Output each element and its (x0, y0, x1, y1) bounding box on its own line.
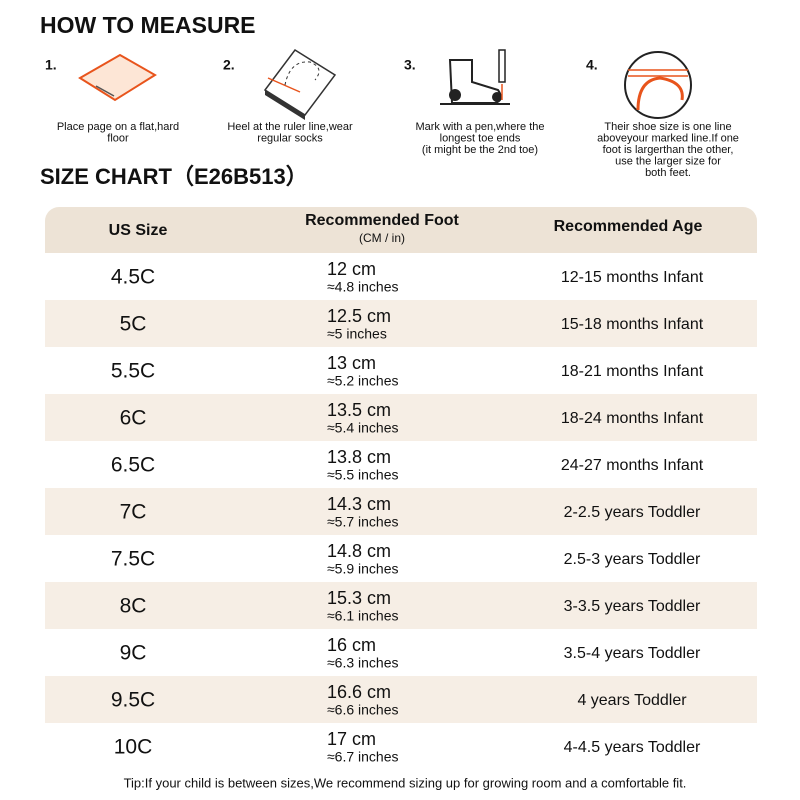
age: 24-27 months Infant (561, 457, 704, 474)
header-foot-unit: (CM / in) (359, 231, 405, 245)
us-size: 6.5C (111, 454, 155, 477)
age: 15-18 months Infant (561, 316, 704, 333)
age: 18-24 months Infant (561, 410, 704, 427)
step-number: 2. (223, 57, 235, 73)
foot-cm: 13.5 cm (327, 400, 391, 420)
step-caption: use the larger size for (615, 155, 721, 167)
foot-cm: 16 cm (327, 635, 376, 655)
us-size: 6C (120, 407, 147, 430)
foot-cm: 14.8 cm (327, 541, 391, 561)
row-bg (45, 253, 757, 300)
row-bg (45, 394, 757, 441)
step-caption: Their shoe size is one line (604, 121, 731, 133)
us-size: 8C (120, 595, 147, 618)
foot-inches: ≈6.6 inches (327, 702, 399, 718)
header-bg (45, 207, 757, 253)
foot-cm: 13.8 cm (327, 447, 391, 467)
tip: Tip:If your child is between sizes,We re… (124, 775, 687, 790)
us-size: 7C (120, 501, 147, 524)
us-size: 5.5C (111, 360, 155, 383)
age: 2-2.5 years Toddler (564, 504, 701, 521)
foot-cm: 16.6 cm (327, 682, 391, 702)
row-bg (45, 488, 757, 535)
row-bg (45, 723, 757, 770)
foot-inches: ≈4.8 inches (327, 279, 399, 295)
foot-cm: 17 cm (327, 729, 376, 749)
us-size: 9C (120, 642, 147, 665)
step-caption: longest toe ends (440, 132, 521, 144)
us-size: 7.5C (111, 548, 155, 571)
step-caption: Heel at the ruler line,wear (227, 121, 353, 133)
us-size: 10C (114, 736, 153, 759)
header-age: Recommended Age (554, 218, 703, 235)
row-bg (45, 629, 757, 676)
age: 2.5-3 years Toddler (564, 551, 701, 568)
measure-title: HOW TO MEASURE (40, 12, 256, 38)
step-caption: (it might be the 2nd toe) (422, 144, 538, 156)
icon-page (78, 53, 157, 102)
icon-sock-pen (440, 49, 510, 105)
row-bg (45, 300, 757, 347)
foot-cm: 12.5 cm (327, 306, 391, 326)
step-caption: Place page on a flat,hard (57, 121, 179, 133)
us-size: 9.5C (111, 689, 155, 712)
row-bg (45, 676, 757, 723)
step-number: 1. (45, 57, 57, 73)
foot-inches: ≈5.5 inches (327, 467, 399, 483)
icon-heel (263, 48, 337, 120)
foot-inches: ≈5.4 inches (327, 420, 399, 436)
age: 4 years Toddler (577, 692, 687, 709)
step-caption: aboveyour marked line.If one (597, 132, 739, 144)
age: 3.5-4 years Toddler (564, 645, 701, 662)
step-caption: foot is largerthan the other, (603, 144, 734, 156)
header-foot: Recommended Foot (305, 212, 459, 229)
step-caption: both feet. (645, 167, 691, 179)
step-caption: floor (107, 132, 129, 144)
age: 4-4.5 years Toddler (564, 739, 701, 756)
foot-inches: ≈6.7 inches (327, 749, 399, 765)
foot-inches: ≈6.3 inches (327, 655, 399, 671)
us-size: 5C (120, 313, 147, 336)
age: 3-3.5 years Toddler (564, 598, 701, 615)
row-bg (45, 582, 757, 629)
row-bg (45, 347, 757, 394)
foot-cm: 12 cm (327, 259, 376, 279)
foot-cm: 14.3 cm (327, 494, 391, 514)
step-number: 3. (404, 57, 416, 73)
step-caption: Mark with a pen,where the (415, 121, 544, 133)
foot-inches: ≈6.1 inches (327, 608, 399, 624)
step-number: 4. (586, 57, 598, 73)
age: 12-15 months Infant (561, 269, 704, 286)
step-caption: regular socks (257, 132, 323, 144)
foot-inches: ≈5.7 inches (327, 514, 399, 530)
foot-inches: ≈5.9 inches (327, 561, 399, 577)
foot-inches: ≈5 inches (327, 326, 387, 342)
age: 18-21 months Infant (561, 363, 704, 380)
header-size: US Size (109, 222, 168, 239)
foot-cm: 13 cm (327, 353, 376, 373)
icon-lines (624, 51, 692, 119)
size-chart-title: SIZE CHART（E26B513） (40, 164, 308, 189)
row-bg (45, 441, 757, 488)
foot-cm: 15.3 cm (327, 588, 391, 608)
us-size: 4.5C (111, 266, 155, 289)
row-bg (45, 535, 757, 582)
foot-inches: ≈5.2 inches (327, 373, 399, 389)
